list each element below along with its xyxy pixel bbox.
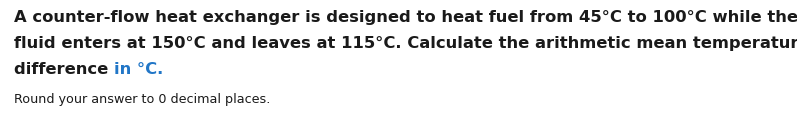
Text: A counter-flow heat exchanger is designed to heat fuel from 45°C to 100°C while : A counter-flow heat exchanger is designe… <box>14 10 797 25</box>
Text: difference: difference <box>14 62 114 77</box>
Text: in °C.: in °C. <box>114 62 163 77</box>
Text: fluid enters at 150°C and leaves at 115°C. Calculate the arithmetic mean tempera: fluid enters at 150°C and leaves at 115°… <box>14 36 797 51</box>
Text: Round your answer to 0 decimal places.: Round your answer to 0 decimal places. <box>14 93 270 106</box>
